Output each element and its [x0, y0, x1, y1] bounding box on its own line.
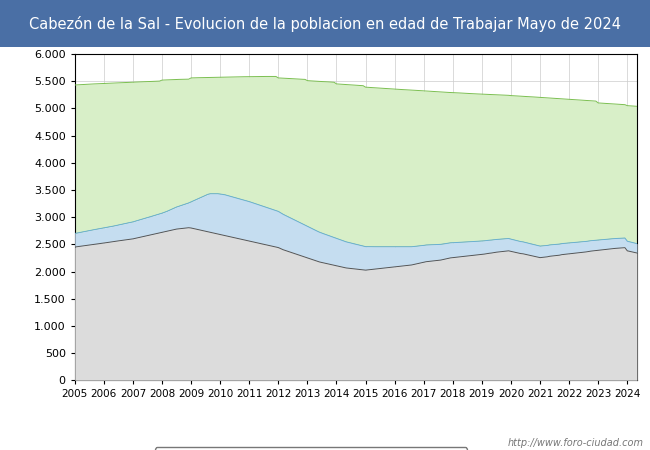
Text: Cabezón de la Sal - Evolucion de la poblacion en edad de Trabajar Mayo de 2024: Cabezón de la Sal - Evolucion de la pobl…	[29, 16, 621, 32]
Text: http://www.foro-ciudad.com: http://www.foro-ciudad.com	[508, 438, 644, 448]
Legend: Ocupados, Parados, Hab. entre 16-64: Ocupados, Parados, Hab. entre 16-64	[155, 447, 467, 450]
